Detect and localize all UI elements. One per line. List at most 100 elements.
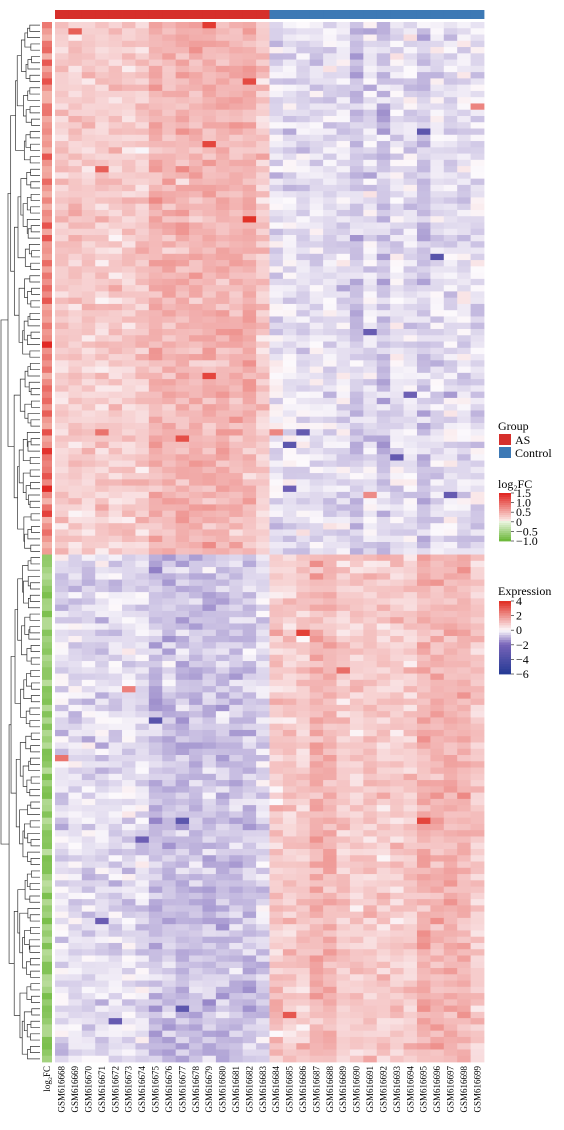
heatmap-cell	[189, 529, 203, 537]
heatmap-cell	[403, 22, 418, 29]
heatmap-cell	[349, 260, 364, 267]
heatmap-cell	[175, 755, 190, 762]
heatmap-cell	[363, 805, 378, 812]
heatmap-cell	[148, 723, 163, 731]
heatmap-cell	[323, 347, 337, 355]
heatmap-cell	[68, 473, 83, 480]
heatmap-cell	[175, 90, 190, 98]
heatmap-cell	[336, 34, 351, 42]
heatmap-cell	[390, 617, 404, 624]
heatmap-cell	[148, 679, 163, 687]
heatmap-cell	[202, 90, 217, 98]
heatmap-cell	[108, 842, 123, 850]
group-annotation-cell	[162, 10, 177, 19]
heatmap-cell	[55, 805, 69, 812]
heatmap-cell	[457, 328, 471, 336]
heatmap-cell	[363, 855, 378, 862]
heatmap-cell	[242, 917, 257, 925]
heatmap-cell	[108, 134, 123, 142]
heatmap-cell	[148, 410, 163, 418]
heatmap-cell	[296, 635, 311, 643]
heatmap-cell	[215, 610, 230, 618]
heatmap-cell	[309, 585, 324, 593]
heatmap-cell	[256, 22, 270, 29]
heatmap-cell	[81, 924, 96, 931]
heatmap-cell	[282, 848, 297, 856]
heatmap-cell	[349, 322, 364, 330]
heatmap-cell	[296, 172, 311, 180]
heatmap-cell	[135, 848, 150, 856]
heatmap-cell	[403, 516, 418, 524]
heatmap-cell	[443, 686, 458, 693]
dendrogram-branch	[19, 378, 26, 412]
heatmap-cell	[376, 798, 391, 806]
heatmap-cell	[189, 166, 203, 173]
heatmap-cell	[148, 22, 163, 29]
heatmap-cell	[189, 792, 203, 800]
heatmap-cell	[122, 72, 136, 79]
heatmap-cell	[309, 742, 324, 750]
heatmap-cell	[215, 635, 230, 643]
heatmap-cell	[81, 711, 96, 718]
heatmap-cell	[229, 880, 244, 887]
heatmap-cell	[390, 40, 404, 48]
heatmap-cell	[242, 792, 257, 800]
heatmap-cell	[148, 460, 163, 468]
heatmap-cell	[256, 773, 270, 781]
heatmap-cell	[256, 47, 270, 54]
heatmap-cell	[148, 435, 163, 443]
heatmap-cell	[296, 692, 311, 700]
heatmap-cell	[162, 473, 177, 480]
heatmap-cell	[363, 491, 378, 499]
heatmap-cell	[148, 592, 163, 599]
heatmap-cell	[430, 379, 445, 386]
heatmap-cell	[323, 460, 337, 468]
heatmap-cell	[349, 554, 364, 562]
heatmap-cell	[202, 203, 217, 211]
heatmap-cell	[148, 391, 163, 399]
dendrogram-branch	[30, 43, 40, 51]
heatmap-cell	[229, 216, 244, 223]
heatmap-cell	[430, 241, 445, 248]
heatmap-cell	[296, 585, 311, 593]
heatmap-cell	[309, 736, 324, 743]
heatmap-cell	[457, 360, 471, 367]
heatmap-cell	[470, 278, 485, 286]
heatmap-cell	[282, 642, 297, 649]
heatmap-cell	[122, 191, 136, 198]
heatmap-cell	[403, 573, 418, 580]
heatmap-cell	[376, 698, 391, 706]
heatmap-cell	[215, 34, 230, 42]
heatmap-cell	[95, 454, 110, 461]
heatmap-cell	[349, 667, 364, 674]
heatmap-cell	[363, 448, 378, 455]
heatmap-cell	[148, 911, 163, 919]
heatmap-cell	[135, 303, 150, 311]
heatmap-cell	[215, 867, 230, 875]
heatmap-cell	[309, 203, 324, 211]
heatmap-cell	[349, 780, 364, 787]
heatmap-cell	[135, 798, 150, 806]
heatmap-cell	[296, 134, 311, 142]
heatmap-cell	[457, 141, 471, 148]
heatmap-cell	[55, 523, 69, 530]
heatmap-cell	[309, 416, 324, 424]
heatmap-cell	[336, 892, 351, 900]
heatmap-cell	[376, 40, 391, 48]
heatmap-cell	[215, 347, 230, 355]
heatmap-cell	[363, 466, 378, 474]
heatmap-cell	[189, 748, 203, 756]
heatmap-cell	[95, 385, 110, 393]
heatmap-cell	[68, 159, 83, 167]
heatmap-cell	[148, 786, 163, 794]
heatmap-cell	[68, 278, 83, 286]
heatmap-cell	[95, 429, 110, 436]
heatmap-cell	[430, 184, 445, 192]
heatmap-cell	[349, 97, 364, 104]
heatmap-cell	[430, 848, 445, 856]
heatmap-cell	[349, 654, 364, 662]
heatmap-cell	[403, 47, 418, 54]
heatmap-cell	[189, 59, 203, 67]
heatmap-cell	[296, 848, 311, 856]
heatmap-cell	[162, 103, 177, 111]
